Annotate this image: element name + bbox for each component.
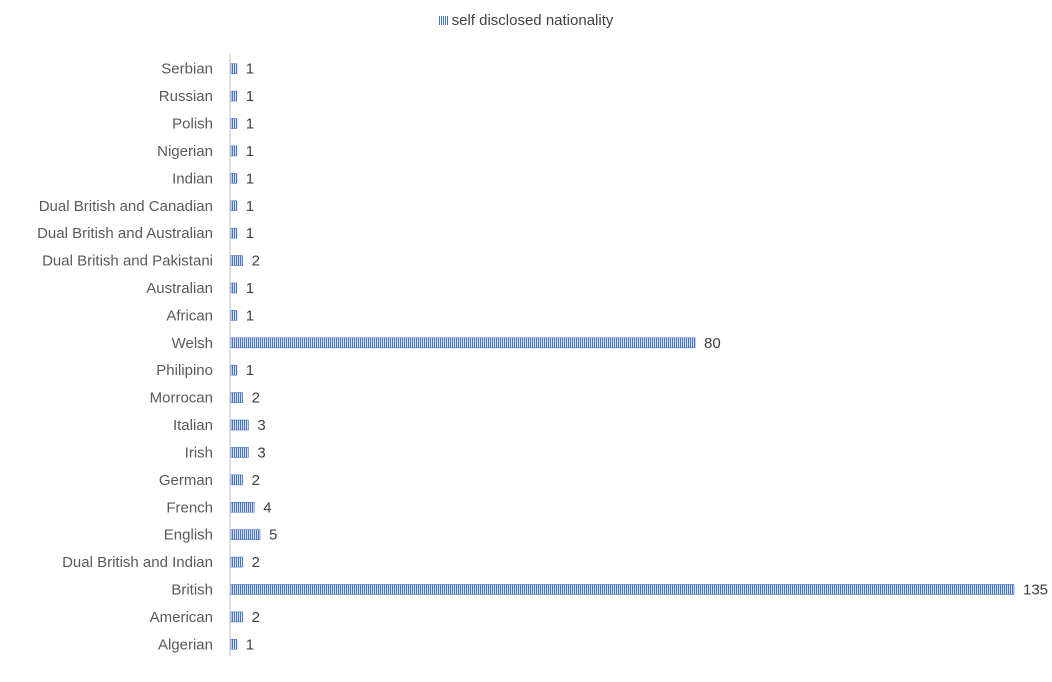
bar-nigerian: [230, 145, 238, 157]
bar-polish: [230, 118, 238, 129]
category-label: Dual British and Australian: [37, 225, 213, 242]
data-label: 1: [246, 307, 254, 324]
bar-dual-british-and-indian: [230, 556, 243, 568]
legend-swatch: [438, 15, 448, 25]
data-label: 2: [252, 390, 260, 407]
category-label: African: [166, 307, 213, 324]
category-label: Italian: [173, 417, 213, 434]
data-label: 2: [252, 472, 260, 489]
category-label: Dual British and Canadian: [39, 198, 213, 215]
bar-dual-british-and-pakistani: [230, 255, 243, 266]
bar-british: [230, 584, 1015, 595]
category-label: German: [159, 472, 213, 489]
data-label: 1: [246, 61, 254, 78]
data-label: 2: [252, 609, 260, 626]
bar-philipino: [230, 364, 238, 376]
bar-australian: [230, 282, 238, 294]
data-label: 1: [246, 143, 254, 160]
category-label: Irish: [185, 444, 213, 461]
data-label: 3: [257, 444, 265, 461]
data-label: 1: [246, 280, 254, 297]
category-label: Philipino: [156, 362, 213, 379]
bar-serbian: [230, 63, 238, 75]
legend-label: self disclosed nationality: [451, 12, 614, 29]
bar-italian: [230, 419, 249, 431]
category-label: American: [150, 609, 213, 626]
category-label: Polish: [172, 116, 213, 133]
data-label: 135: [1023, 581, 1048, 598]
bar-morrocan: [230, 392, 243, 403]
legend: self disclosed nationality: [0, 12, 1052, 29]
data-label: 1: [246, 225, 254, 242]
bar-algerian: [230, 638, 238, 650]
data-label: 2: [252, 554, 260, 571]
data-label: 1: [246, 198, 254, 215]
category-label: Serbian: [161, 61, 213, 78]
category-label: French: [166, 499, 213, 516]
category-label: Welsh: [172, 335, 213, 352]
bar-american: [230, 611, 243, 623]
category-label: British: [171, 581, 213, 598]
data-label: 4: [263, 499, 271, 516]
category-label: Russian: [159, 88, 213, 105]
data-label: 1: [246, 170, 254, 187]
category-label: Australian: [146, 280, 213, 297]
bar-french: [230, 501, 255, 513]
category-label: Dual British and Indian: [62, 554, 213, 571]
bar-irish: [230, 447, 249, 458]
bar-english: [230, 529, 261, 540]
data-label: 2: [252, 253, 260, 270]
data-label: 1: [246, 636, 254, 653]
bar-african: [230, 310, 238, 321]
category-label: Algerian: [158, 636, 213, 653]
bar-russian: [230, 90, 238, 102]
bar-german: [230, 474, 243, 486]
data-label: 3: [257, 417, 265, 434]
data-label: 1: [246, 88, 254, 105]
category-label: Nigerian: [157, 143, 213, 160]
data-label: 1: [246, 362, 254, 379]
category-label: Dual British and Pakistani: [42, 253, 213, 270]
category-label: English: [164, 527, 213, 544]
category-label: Indian: [172, 170, 213, 187]
bar-welsh: [230, 337, 696, 349]
category-label: Morrocan: [150, 390, 213, 407]
data-label: 80: [704, 335, 721, 352]
data-label: 5: [269, 527, 277, 544]
bar-indian: [230, 173, 238, 184]
bar-dual-british-and-canadian: [230, 200, 238, 212]
bar-dual-british-and-australian: [230, 227, 238, 239]
data-label: 1: [246, 116, 254, 133]
